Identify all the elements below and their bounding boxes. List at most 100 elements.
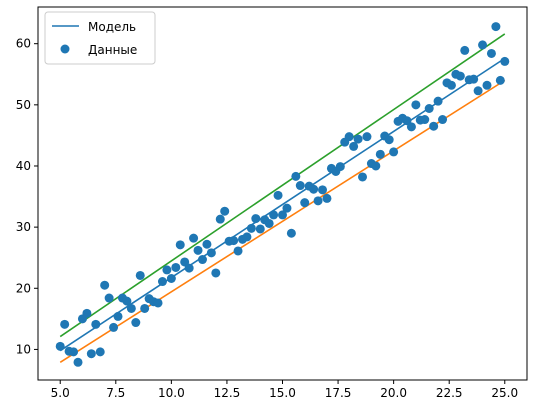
data-point — [282, 203, 292, 213]
data-point — [131, 318, 141, 328]
data-point — [162, 265, 172, 275]
data-point — [269, 210, 279, 220]
data-point — [91, 319, 101, 329]
legend-box — [44, 11, 156, 65]
data-point — [424, 104, 434, 114]
data-point — [411, 100, 421, 110]
data-point — [309, 184, 319, 194]
data-point — [300, 198, 310, 208]
y-tick-label: 20 — [16, 281, 31, 295]
legend-label-data: Данные — [88, 43, 137, 57]
data-point — [55, 341, 65, 351]
data-point — [420, 115, 430, 125]
x-tick-label: 20.0 — [380, 386, 407, 400]
data-point — [109, 322, 119, 332]
data-point — [495, 75, 505, 85]
y-tick-label: 40 — [16, 159, 31, 173]
data-point — [157, 277, 167, 287]
x-tick-label: 17.5 — [325, 386, 352, 400]
data-point — [344, 132, 354, 142]
y-tick-label: 50 — [16, 98, 31, 112]
data-point — [375, 149, 385, 159]
data-point — [429, 121, 439, 131]
data-point — [202, 239, 212, 249]
data-point — [455, 71, 465, 81]
data-points — [55, 22, 510, 367]
data-point — [353, 134, 363, 144]
data-point — [491, 22, 501, 32]
data-point — [82, 308, 92, 318]
data-point — [362, 132, 372, 142]
data-point — [95, 347, 105, 357]
data-point — [246, 223, 256, 233]
data-point — [406, 122, 416, 132]
y-tick-label: 10 — [16, 342, 31, 356]
data-point — [86, 349, 96, 359]
y-axis-ticks: 10 20 30 40 50 60 — [16, 37, 38, 356]
data-point — [322, 193, 332, 203]
data-point — [286, 228, 296, 238]
y-tick-label: 30 — [16, 220, 31, 234]
data-point — [295, 181, 305, 191]
data-point — [313, 196, 323, 206]
data-point — [264, 218, 274, 228]
data-point — [278, 210, 287, 220]
data-point — [384, 135, 394, 145]
legend-label-model: Модель — [88, 20, 136, 34]
data-point — [73, 357, 83, 367]
data-point — [69, 347, 79, 357]
data-point — [335, 162, 345, 172]
data-point — [215, 214, 225, 224]
data-point — [473, 86, 483, 96]
data-point — [229, 236, 239, 246]
data-point — [60, 319, 70, 329]
data-point — [478, 40, 488, 50]
data-point — [175, 240, 185, 250]
legend-marker-swatch — [60, 44, 70, 54]
data-point — [126, 303, 136, 313]
data-point — [113, 311, 123, 321]
data-point — [211, 268, 221, 278]
data-point — [140, 303, 150, 313]
model-lines — [59, 33, 506, 363]
data-point — [358, 172, 368, 182]
fit-line-3 — [59, 33, 506, 338]
data-point — [193, 245, 203, 255]
data-point — [184, 263, 194, 273]
data-point — [482, 80, 492, 90]
data-point — [220, 206, 230, 216]
x-axis-ticks: 5.0 7.5 10.0 12.5 15.0 17.5 20.0 22.5 25.0 — [51, 380, 518, 400]
data-point — [122, 296, 132, 306]
data-point — [255, 224, 265, 234]
data-point — [153, 298, 163, 308]
data-point — [318, 185, 328, 195]
data-point — [189, 233, 199, 243]
data-point — [197, 255, 207, 265]
data-point — [206, 248, 216, 258]
x-tick-label: 7.5 — [106, 386, 125, 400]
x-tick-label: 22.5 — [436, 386, 463, 400]
data-point — [100, 280, 110, 290]
data-point — [389, 147, 399, 157]
data-point — [349, 141, 359, 151]
data-point — [171, 262, 181, 272]
fit-line-2 — [59, 79, 506, 363]
data-point — [291, 171, 301, 181]
x-tick-label: 5.0 — [51, 386, 70, 400]
x-tick-label: 12.5 — [214, 386, 241, 400]
data-point — [460, 45, 470, 55]
data-point — [371, 161, 381, 171]
data-point — [500, 56, 510, 66]
data-point — [104, 293, 114, 303]
data-point — [242, 232, 252, 242]
data-point — [438, 115, 448, 125]
y-tick-label: 60 — [16, 37, 31, 51]
data-point — [486, 48, 496, 58]
x-tick-label: 25.0 — [491, 386, 518, 400]
data-point — [135, 270, 145, 280]
legend: Модель Данные — [44, 11, 156, 65]
data-point — [433, 96, 443, 106]
x-tick-label: 10.0 — [158, 386, 185, 400]
data-point — [273, 190, 283, 200]
data-point — [251, 214, 261, 224]
